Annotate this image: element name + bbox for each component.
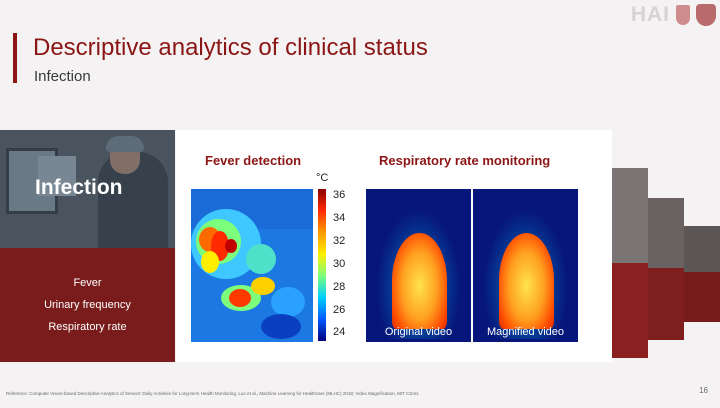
symptom-urinary-frequency: Urinary frequency	[44, 299, 131, 311]
university-shield-icon	[676, 5, 690, 25]
logo-area: HAI	[631, 3, 716, 27]
clinician-photo	[0, 130, 175, 248]
stacked-card-photo	[648, 198, 684, 268]
colorbar-tick: 34	[333, 212, 346, 224]
photo-shade	[0, 130, 175, 248]
stacked-card-photo	[684, 226, 720, 272]
medicine-seal-icon	[696, 4, 716, 26]
video-thermal-body	[392, 233, 447, 329]
magnified-video-caption: Magnified video	[486, 326, 565, 338]
thermal-region	[251, 277, 275, 295]
magnified-video[interactable]: Magnified video	[473, 189, 578, 342]
colorbar-tick: 30	[333, 258, 346, 270]
clinician-cap-shape	[106, 136, 144, 152]
colorbar-tick: 24	[333, 326, 346, 338]
page-number: 16	[699, 386, 708, 395]
thermal-image	[191, 189, 313, 342]
fever-detection-label: Fever detection	[205, 153, 302, 168]
symptom-fever: Fever	[73, 277, 102, 289]
symptom-respiratory-rate: Respiratory rate	[48, 321, 127, 333]
temperature-colorbar	[318, 189, 326, 341]
monitor-screen-shape	[38, 156, 76, 196]
respiratory-monitoring-label: Respiratory rate monitoring	[379, 153, 551, 168]
colorbar-tick: 32	[333, 235, 346, 247]
thermal-region	[246, 244, 276, 274]
thermal-hotspot	[229, 289, 251, 307]
colorbar-tick: 28	[333, 281, 346, 293]
slide-subtitle: Infection	[34, 68, 91, 85]
temperature-unit: °C	[316, 172, 329, 184]
colorbar-tick: 36	[333, 189, 346, 201]
symptom-panel: Fever Urinary frequency Respiratory rate	[0, 248, 175, 362]
thermal-region	[261, 314, 301, 339]
thermal-region	[271, 287, 305, 317]
reference-text: Reference: Computer Vision-based Descrip…	[6, 391, 420, 396]
original-video-caption: Original video	[384, 326, 453, 338]
video-thermal-body	[499, 233, 554, 329]
slide-title: Descriptive analytics of clinical status	[33, 34, 428, 61]
thermal-region	[201, 251, 219, 273]
infection-heading: Infection	[35, 176, 123, 199]
colorbar-tick: 26	[333, 304, 346, 316]
hai-logo: HAI	[630, 3, 670, 26]
thermal-hotspot	[225, 239, 237, 253]
stacked-card-photo	[612, 168, 648, 263]
title-accent-bar	[13, 33, 17, 83]
original-video[interactable]: Original video	[366, 189, 471, 342]
